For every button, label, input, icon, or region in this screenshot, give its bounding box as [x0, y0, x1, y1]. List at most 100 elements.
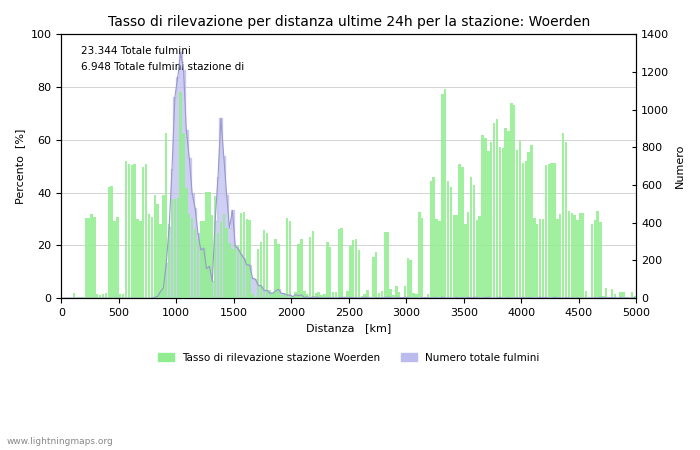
Bar [421, 217, 424, 298]
Text: 6.948 Totale fulmini stazione di: 6.948 Totale fulmini stazione di [81, 62, 245, 72]
Bar [179, 92, 182, 298]
Bar [464, 224, 467, 298]
Bar [392, 295, 395, 298]
Bar [329, 247, 331, 298]
Bar [608, 297, 610, 298]
Bar [102, 294, 104, 298]
Bar [458, 164, 461, 298]
Bar [82, 297, 84, 298]
Bar [516, 150, 518, 298]
Bar [542, 219, 544, 298]
Bar [594, 220, 596, 298]
Bar [536, 224, 538, 298]
X-axis label: Distanza   [km]: Distanza [km] [306, 324, 391, 333]
Bar [369, 297, 372, 298]
Bar [321, 295, 323, 298]
Bar [125, 162, 127, 298]
Bar [199, 221, 202, 298]
Bar [288, 221, 291, 298]
Bar [360, 296, 363, 298]
Bar [142, 167, 144, 298]
Bar [317, 292, 320, 298]
Text: www.lightningmaps.org: www.lightningmaps.org [7, 436, 113, 446]
Bar [596, 211, 599, 298]
Bar [326, 242, 328, 298]
Bar [332, 292, 335, 298]
Bar [340, 228, 343, 298]
Bar [122, 293, 125, 298]
Bar [366, 290, 369, 298]
Bar [220, 222, 222, 298]
Bar [96, 294, 99, 298]
Bar [76, 297, 78, 298]
Bar [505, 128, 507, 298]
Bar [266, 233, 268, 298]
Bar [412, 293, 415, 298]
Bar [602, 296, 605, 298]
Bar [90, 214, 92, 298]
Bar [85, 218, 87, 298]
Bar [398, 292, 400, 298]
Bar [243, 212, 245, 298]
Bar [214, 196, 216, 298]
Bar [269, 291, 271, 298]
Bar [582, 213, 584, 298]
Bar [438, 221, 441, 298]
Bar [585, 291, 587, 298]
Bar [375, 252, 377, 298]
Bar [386, 233, 389, 298]
Bar [453, 215, 455, 298]
Bar [611, 289, 613, 298]
Bar [415, 294, 418, 298]
Bar [570, 213, 573, 298]
Bar [562, 133, 564, 298]
Bar [208, 192, 211, 298]
Bar [496, 119, 498, 298]
Bar [605, 288, 608, 298]
Bar [433, 177, 435, 298]
Bar [553, 163, 556, 298]
Bar [547, 164, 550, 298]
Bar [473, 185, 475, 298]
Bar [501, 148, 504, 298]
Bar [482, 135, 484, 298]
Bar [599, 222, 602, 298]
Bar [430, 181, 432, 298]
Bar [527, 153, 530, 298]
Bar [292, 296, 294, 298]
Bar [272, 293, 274, 298]
Bar [286, 218, 288, 298]
Bar [490, 142, 492, 298]
Bar [539, 220, 541, 298]
Bar [111, 186, 113, 298]
Bar [524, 162, 527, 298]
Bar [134, 164, 136, 298]
Bar [246, 219, 248, 298]
Bar [116, 217, 118, 298]
Bar [323, 293, 326, 298]
Bar [427, 294, 429, 298]
Y-axis label: Numero: Numero [675, 144, 685, 189]
Bar [631, 292, 634, 298]
Bar [277, 244, 279, 298]
Bar [568, 211, 570, 298]
Bar [176, 198, 179, 298]
Bar [447, 181, 449, 298]
Bar [162, 195, 164, 298]
Bar [225, 228, 228, 298]
Bar [274, 239, 277, 298]
Bar [298, 244, 300, 298]
Bar [127, 164, 130, 298]
Bar [522, 162, 524, 298]
Bar [346, 291, 349, 298]
Bar [622, 292, 624, 298]
Bar [352, 240, 354, 298]
Bar [444, 89, 447, 298]
Bar [487, 151, 489, 298]
Bar [240, 213, 242, 298]
Bar [556, 219, 559, 298]
Bar [358, 250, 360, 298]
Bar [418, 212, 421, 298]
Bar [113, 221, 116, 298]
Bar [262, 230, 265, 298]
